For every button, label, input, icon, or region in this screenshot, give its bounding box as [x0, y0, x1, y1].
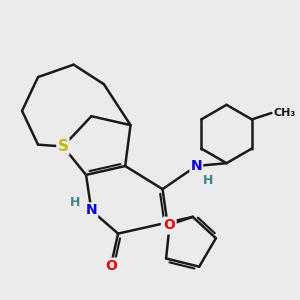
- Text: CH₃: CH₃: [273, 108, 296, 118]
- Text: O: O: [164, 218, 176, 232]
- Text: H: H: [70, 196, 81, 209]
- Text: O: O: [162, 220, 174, 233]
- Text: N: N: [85, 203, 97, 218]
- Text: O: O: [105, 259, 117, 273]
- Text: S: S: [57, 139, 68, 154]
- Text: H: H: [202, 174, 213, 188]
- Text: N: N: [190, 159, 202, 173]
